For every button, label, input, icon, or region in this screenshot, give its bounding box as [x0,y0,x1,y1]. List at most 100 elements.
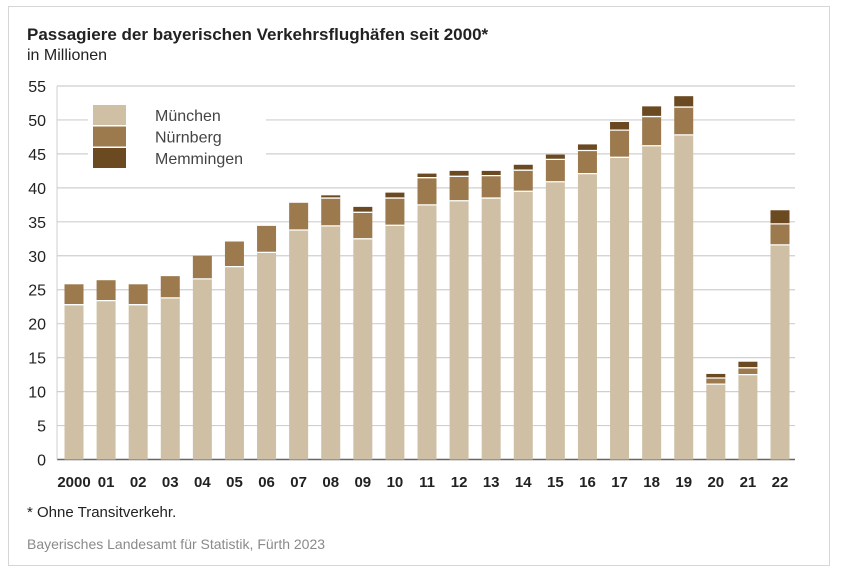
bar-memmingen [610,121,630,131]
x-tick-label: 10 [387,474,404,491]
y-tick-label: 5 [37,419,46,436]
bar-memmingen [545,154,565,160]
bar-memmingen [738,361,758,368]
x-tick-label: 17 [611,474,628,491]
legend-label: Nürnberg [155,130,222,147]
y-tick-label: 35 [28,215,46,232]
bar-münchen [160,297,180,460]
x-tick-label: 13 [483,474,500,491]
x-tick-label: 21 [740,474,757,491]
y-tick-label: 25 [28,283,46,300]
bar-stack-01 [96,280,116,460]
bar-stack-09 [353,206,373,460]
bar-münchen [192,278,212,460]
bar-münchen [642,145,662,460]
x-tick-label: 2000 [57,474,90,491]
bar-nürnberg [192,255,212,279]
bar-memmingen [481,170,501,176]
bar-stack-2000 [64,284,84,460]
y-tick-label: 55 [28,79,46,96]
source-note: Bayerisches Landesamt für Statistik, Für… [27,536,325,552]
x-tick-label: 07 [290,474,307,491]
x-tick-label: 15 [547,474,564,491]
bar-memmingen [706,373,726,379]
bar-nürnberg [64,284,84,305]
x-tick-label: 20 [707,474,724,491]
bar-stack-12 [449,170,469,460]
bar-memmingen [321,195,341,199]
x-tick-label: 16 [579,474,596,491]
x-tick-label: 19 [675,474,692,491]
bar-münchen [738,374,758,460]
bar-memmingen [642,106,662,117]
bar-nürnberg [160,276,180,298]
bar-stack-02 [128,284,148,460]
bar-memmingen [770,210,790,224]
x-tick-label: 11 [419,474,435,491]
x-tick-label: 06 [258,474,275,491]
bar-nürnberg [481,175,501,199]
bar-münchen [770,244,790,460]
x-tick-label: 05 [226,474,243,491]
y-tick-label: 20 [28,317,46,334]
chart-subtitle: in Millionen [27,47,107,64]
bar-memmingen [449,170,469,177]
legend-label: Memmingen [155,151,243,168]
bar-stack-20 [706,373,726,460]
chart-frame [8,6,830,566]
x-tick-label: 12 [451,474,468,491]
legend-swatch-münchen [93,105,126,125]
bar-nürnberg [417,177,437,205]
footnote: * Ohne Transitverkehr. [27,504,176,521]
bar-stack-22 [770,210,790,460]
bar-stack-21 [738,361,758,460]
bar-nürnberg [513,170,533,192]
bar-nürnberg [545,159,565,182]
bar-stack-07 [289,202,309,460]
x-tick-label: 02 [130,474,147,491]
bar-münchen [706,384,726,460]
bar-münchen [353,238,373,460]
bar-memmingen [417,173,437,178]
legend-label: München [155,108,221,125]
y-tick-label: 15 [28,351,46,368]
x-tick-label: 08 [322,474,339,491]
bar-stack-15 [545,154,565,460]
x-tick-label: 03 [162,474,179,491]
legend-swatch-memmingen [93,148,126,168]
x-tick-label: 04 [194,474,211,491]
bar-münchen [481,198,501,460]
bar-münchen [449,200,469,460]
bar-münchen [577,173,597,460]
bar-stack-04 [192,255,212,460]
bar-nürnberg [257,225,277,253]
x-tick-label: 09 [354,474,371,491]
bar-memmingen [674,96,694,108]
bar-münchen [257,252,277,460]
x-tick-label: 14 [515,474,532,491]
bar-memmingen [353,206,373,213]
x-tick-label: 01 [98,474,115,491]
bar-memmingen [385,192,405,199]
y-tick-label: 0 [37,453,46,470]
y-tick-label: 10 [28,385,46,402]
bar-münchen [128,304,148,460]
bar-nürnberg [353,212,373,239]
bar-nürnberg [610,130,630,158]
bar-münchen [674,134,694,460]
legend-swatch-nürnberg [93,126,126,147]
bar-münchen [385,225,405,460]
bar-nürnberg [642,116,662,146]
bar-nürnberg [289,202,309,230]
bar-nürnberg [770,223,790,245]
bar-münchen [545,181,565,460]
bar-stack-14 [513,164,533,460]
y-tick-label: 40 [28,181,46,198]
bar-nürnberg [738,367,758,375]
bar-nürnberg [577,150,597,174]
bar-nürnberg [449,176,469,201]
bar-memmingen [577,144,597,151]
y-tick-label: 30 [28,249,46,266]
bar-stack-05 [224,241,244,460]
bar-münchen [417,204,437,460]
